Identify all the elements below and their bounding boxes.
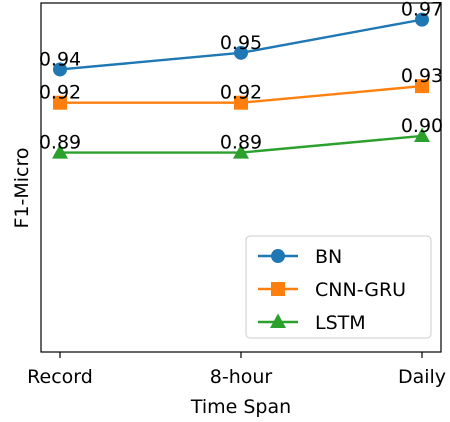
legend-label-lstm: LSTM (315, 312, 366, 334)
data-point-lstm-daily (414, 127, 430, 142)
data-label-lstm-8-hour: 0.89 (220, 132, 262, 154)
data-label-bn-record: 0.94 (39, 48, 81, 70)
x-tick-label-daily: Daily (398, 366, 446, 388)
legend-frame (245, 235, 432, 339)
data-label-bn-8-hour: 0.95 (220, 32, 262, 54)
legend-marker-cnn-gru (271, 282, 285, 296)
data-point-bn-record (53, 62, 67, 77)
legend-marker-lstm (270, 313, 286, 328)
legend-item-cnn-gru: CNN-GRU (258, 279, 406, 301)
y-axis-label: F1-Micro (11, 147, 33, 228)
data-label-lstm-record: 0.89 (39, 132, 81, 154)
data-point-cnn-gru-record (53, 95, 67, 110)
data-point-bn-8-hour (234, 45, 248, 60)
legend-item-lstm: LSTM (258, 312, 366, 334)
legend-marker-bn (271, 249, 285, 263)
legend: BN CNN-GRU LSTM (245, 235, 432, 339)
x-axis: Record 8-hour Daily (27, 352, 446, 388)
series-lstm: 0.89 0.89 0.90 (39, 115, 443, 159)
legend-label-cnn-gru: CNN-GRU (315, 279, 406, 301)
series-layer: 0.94 0.95 0.97 0.92 0.92 0.93 0.89 0.89 0.90 (39, 0, 443, 159)
x-tick-label-8-hour: 8-hour (210, 366, 273, 388)
series-bn: 0.94 0.95 0.97 (39, 0, 443, 77)
data-point-lstm-8-hour (233, 144, 249, 159)
data-label-bn-daily: 0.97 (401, 0, 443, 21)
series-cnn-gru: 0.92 0.92 0.93 (39, 65, 443, 110)
data-point-bn-daily (415, 12, 429, 27)
legend-label-bn: BN (315, 246, 342, 268)
data-label-cnn-gru-record: 0.92 (39, 82, 81, 104)
data-point-lstm-record (52, 144, 68, 159)
data-label-cnn-gru-daily: 0.93 (401, 65, 443, 87)
x-axis-label: Time Span (190, 396, 291, 418)
data-label-lstm-daily: 0.90 (401, 115, 443, 137)
legend-item-bn: BN (258, 246, 342, 268)
data-point-cnn-gru-8-hour (234, 95, 248, 110)
data-point-cnn-gru-daily (415, 79, 429, 94)
data-label-cnn-gru-8-hour: 0.92 (220, 82, 262, 104)
x-tick-label-record: Record (27, 366, 93, 388)
